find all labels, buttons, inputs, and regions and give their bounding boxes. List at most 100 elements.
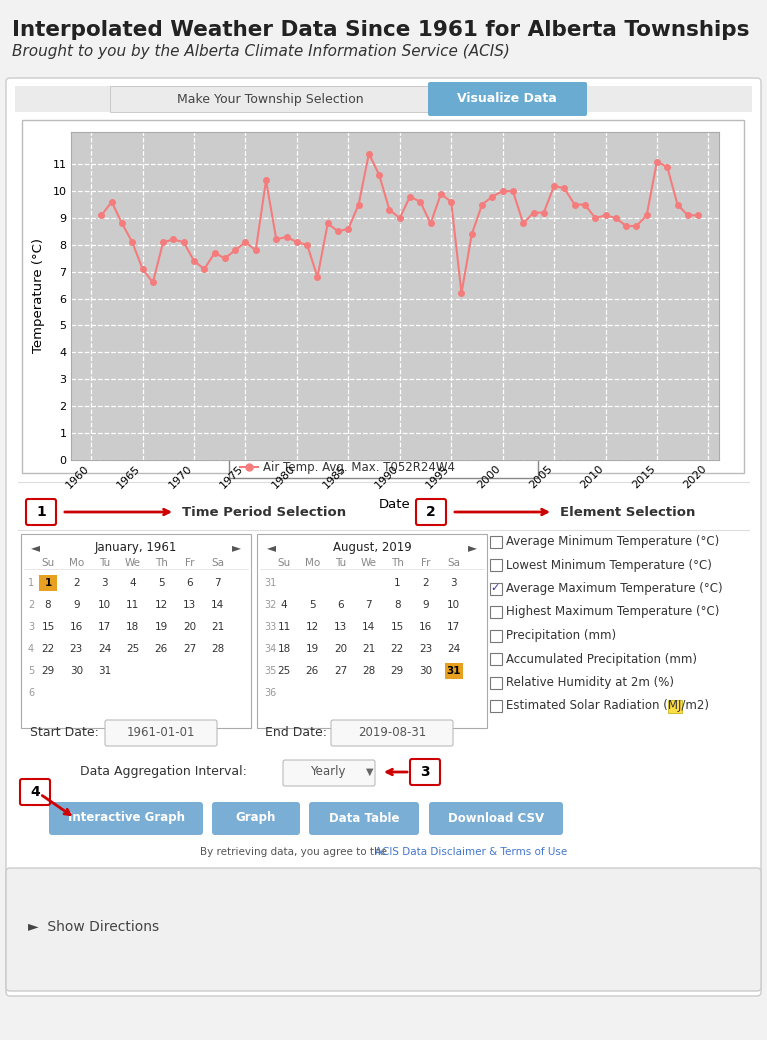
Text: 21: 21 [362, 644, 376, 654]
Text: 31: 31 [98, 666, 111, 676]
FancyBboxPatch shape [212, 802, 300, 835]
FancyBboxPatch shape [489, 560, 502, 571]
Text: 3: 3 [450, 578, 457, 588]
FancyBboxPatch shape [283, 760, 375, 786]
Text: 33: 33 [264, 622, 276, 632]
FancyBboxPatch shape [445, 664, 463, 679]
Text: Highest Maximum Temperature (°C): Highest Maximum Temperature (°C) [506, 605, 719, 619]
Text: January, 1961: January, 1961 [95, 542, 177, 554]
FancyBboxPatch shape [22, 120, 744, 473]
FancyBboxPatch shape [20, 779, 50, 805]
Text: Interpolated Weather Data Since 1961 for Alberta Townships: Interpolated Weather Data Since 1961 for… [12, 20, 749, 40]
Text: 24: 24 [98, 644, 111, 654]
Text: 4: 4 [130, 578, 137, 588]
Text: 16: 16 [419, 622, 432, 632]
Text: Average Maximum Temperature (°C): Average Maximum Temperature (°C) [506, 582, 723, 595]
FancyBboxPatch shape [39, 575, 57, 591]
Text: 32: 32 [264, 600, 276, 610]
FancyBboxPatch shape [110, 86, 430, 112]
Text: 3: 3 [420, 765, 430, 779]
Text: Yearly: Yearly [310, 765, 345, 779]
Text: ►: ► [468, 542, 477, 554]
Text: Precipitation (mm): Precipitation (mm) [506, 629, 616, 642]
Text: 10: 10 [447, 600, 460, 610]
Text: Graph: Graph [235, 811, 276, 825]
Text: 7: 7 [215, 578, 221, 588]
Text: Lowest Minimum Temperature (°C): Lowest Minimum Temperature (°C) [506, 558, 712, 572]
Text: End Date:: End Date: [265, 726, 327, 738]
Text: 13: 13 [334, 622, 347, 632]
Text: 1: 1 [44, 578, 51, 588]
Text: 1961-01-01: 1961-01-01 [127, 726, 196, 738]
FancyBboxPatch shape [6, 868, 761, 991]
Text: 25: 25 [278, 666, 291, 676]
Text: 3: 3 [101, 578, 108, 588]
Text: 16: 16 [70, 622, 83, 632]
Text: 5: 5 [158, 578, 164, 588]
Text: 4: 4 [30, 785, 40, 799]
FancyBboxPatch shape [428, 82, 587, 116]
Text: Mo: Mo [69, 558, 84, 568]
FancyBboxPatch shape [26, 499, 56, 525]
Text: 11: 11 [278, 622, 291, 632]
Text: Download CSV: Download CSV [448, 811, 544, 825]
Text: 28: 28 [362, 666, 376, 676]
Text: 27: 27 [334, 666, 347, 676]
Text: 21: 21 [211, 622, 224, 632]
Text: Estimated Solar Radiation (MJ/m2): Estimated Solar Radiation (MJ/m2) [506, 700, 709, 712]
Text: 14: 14 [362, 622, 376, 632]
FancyBboxPatch shape [257, 534, 487, 728]
Text: August, 2019: August, 2019 [333, 542, 411, 554]
Text: 6: 6 [28, 688, 34, 698]
Text: 18: 18 [127, 622, 140, 632]
Text: ►  Show Directions: ► Show Directions [28, 920, 159, 934]
Text: 30: 30 [70, 666, 83, 676]
Text: Sa: Sa [211, 558, 224, 568]
Text: Air Temp. Avg. Max. T052R24W4: Air Temp. Avg. Max. T052R24W4 [263, 461, 455, 473]
Text: 18: 18 [278, 644, 291, 654]
Text: 12: 12 [306, 622, 319, 632]
Text: We: We [360, 558, 377, 568]
FancyBboxPatch shape [489, 629, 502, 642]
Text: Start Date:: Start Date: [30, 726, 99, 738]
Text: Th: Th [155, 558, 167, 568]
Text: 31: 31 [264, 578, 276, 588]
Text: 9: 9 [422, 600, 429, 610]
Text: 2: 2 [422, 578, 429, 588]
Text: 31: 31 [446, 666, 461, 676]
Text: 24: 24 [447, 644, 460, 654]
FancyBboxPatch shape [489, 653, 502, 665]
Text: Interactive Graph: Interactive Graph [67, 811, 185, 825]
Text: 3: 3 [28, 622, 34, 632]
Text: ACIS Data Disclaimer & Terms of Use: ACIS Data Disclaimer & Terms of Use [375, 847, 568, 857]
Text: 2: 2 [28, 600, 35, 610]
Text: 25: 25 [127, 644, 140, 654]
Text: 2: 2 [73, 578, 80, 588]
Text: 26: 26 [154, 644, 168, 654]
FancyBboxPatch shape [6, 78, 761, 996]
FancyBboxPatch shape [429, 802, 563, 835]
Text: Visualize Data: Visualize Data [457, 93, 557, 105]
Text: 19: 19 [154, 622, 168, 632]
Text: 9: 9 [73, 600, 80, 610]
Text: 22: 22 [390, 644, 403, 654]
Text: ▼: ▼ [366, 768, 374, 777]
FancyBboxPatch shape [331, 720, 453, 746]
Text: 29: 29 [390, 666, 403, 676]
Text: ►: ► [232, 542, 241, 554]
Text: Make Your Township Selection: Make Your Township Selection [176, 93, 364, 105]
Text: ◄: ◄ [31, 542, 40, 554]
Text: 17: 17 [98, 622, 111, 632]
Text: Sa: Sa [447, 558, 460, 568]
Y-axis label: Temperature (°C): Temperature (°C) [32, 238, 45, 354]
Text: 1: 1 [36, 505, 46, 519]
FancyBboxPatch shape [21, 534, 251, 728]
FancyBboxPatch shape [489, 700, 502, 712]
Text: Fr: Fr [185, 558, 194, 568]
FancyBboxPatch shape [15, 86, 752, 112]
Text: 8: 8 [393, 600, 400, 610]
Text: 28: 28 [211, 644, 224, 654]
FancyBboxPatch shape [489, 606, 502, 618]
Text: 23: 23 [70, 644, 83, 654]
Text: We: We [125, 558, 141, 568]
